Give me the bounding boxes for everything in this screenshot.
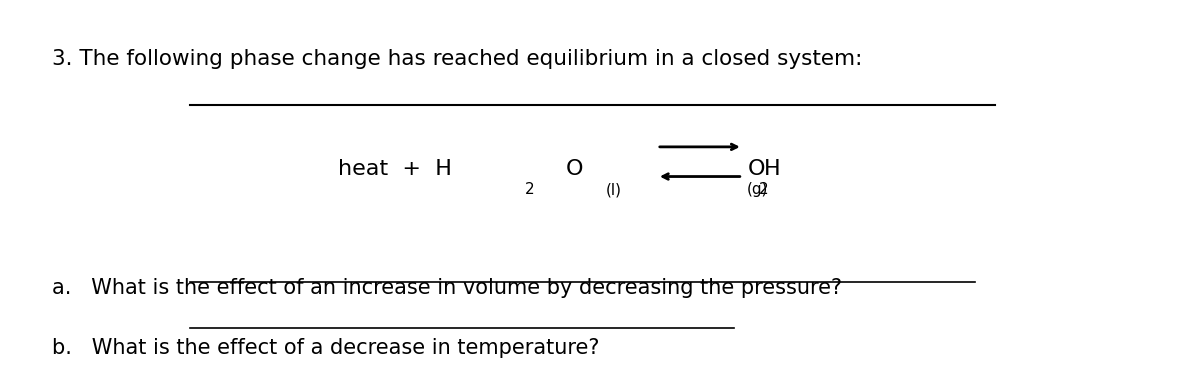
Text: O: O <box>566 159 583 179</box>
Text: 2: 2 <box>758 182 768 197</box>
Text: (g): (g) <box>746 182 768 197</box>
Text: a.   What is the effect of an increase in volume by decreasing the pressure?: a. What is the effect of an increase in … <box>52 279 842 298</box>
Text: b.   What is the effect of a decrease in temperature?: b. What is the effect of a decrease in t… <box>52 338 599 358</box>
Text: (l): (l) <box>606 182 622 197</box>
Text: O: O <box>748 159 764 179</box>
Text: H: H <box>764 159 781 179</box>
Text: 2: 2 <box>524 182 534 197</box>
Text: 3. The following phase change has reached equilibrium in a closed system:: 3. The following phase change has reache… <box>52 49 863 69</box>
Text: heat  +  H: heat + H <box>338 159 451 179</box>
